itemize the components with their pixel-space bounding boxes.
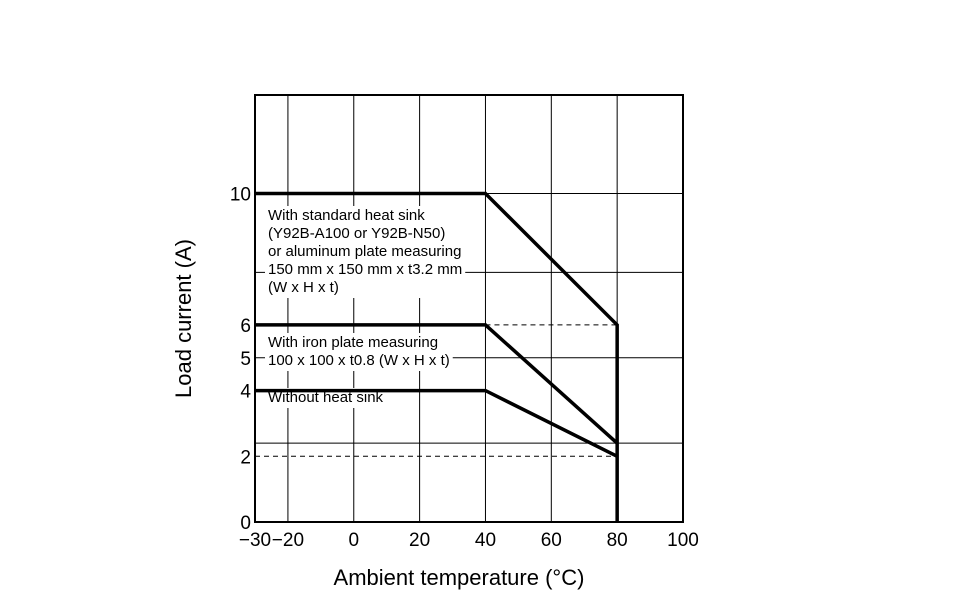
y-tick-labels: 0 2 4 5 6 10 bbox=[230, 185, 252, 534]
annotation-line: (Y92B-A100 or Y92B-N50) bbox=[268, 225, 445, 242]
x-tick-label: 20 bbox=[409, 530, 430, 551]
x-tick-label: 60 bbox=[541, 530, 562, 551]
x-tick-label: 40 bbox=[475, 530, 496, 551]
series-line-iron-plate bbox=[255, 323, 619, 445]
plot-frame bbox=[254, 94, 684, 523]
x-axis-label: Ambient temperature (°C) bbox=[334, 565, 585, 590]
x-tick-label: −30 bbox=[239, 530, 271, 551]
annotation-backing bbox=[265, 206, 466, 298]
series-line-without-heat-sink bbox=[255, 388, 618, 458]
x-tick-label: 0 bbox=[348, 530, 359, 551]
y-tick-label: 0 bbox=[240, 513, 251, 534]
y-tick-label: 5 bbox=[240, 349, 251, 370]
grid-lines bbox=[255, 95, 683, 522]
y-tick-label: 4 bbox=[240, 382, 251, 403]
reference-lines bbox=[255, 324, 618, 457]
x-tick-labels: −30 −20 0 20 40 60 80 100 bbox=[239, 530, 699, 551]
annotation-line: (W x H x t) bbox=[268, 279, 339, 296]
annotation-standard-heat-sink: With standard heat sink(Y92B-A100 or Y92… bbox=[265, 206, 466, 298]
annotation-line: 100 x 100 x t0.8 (W x H x t) bbox=[268, 352, 450, 369]
annotation-line: With standard heat sink bbox=[268, 207, 425, 224]
annotation-backing bbox=[265, 333, 453, 371]
annotation-backing bbox=[265, 388, 387, 408]
y-axis-label: Load current (A) bbox=[171, 239, 196, 398]
annotation-line: or aluminum plate measuring bbox=[268, 243, 461, 260]
x-tick-label: 80 bbox=[607, 530, 628, 551]
annotation-line: 150 mm x 150 mm x t3.2 mm bbox=[268, 261, 462, 278]
series-line-standard-heat-sink bbox=[255, 191, 619, 522]
curve-annotations: With standard heat sink(Y92B-A100 or Y92… bbox=[265, 206, 466, 408]
y-tick-label: 2 bbox=[240, 447, 251, 468]
annotation-line: Without heat sink bbox=[268, 389, 384, 406]
annotation-line: With iron plate measuring bbox=[268, 334, 438, 351]
x-tick-label: −20 bbox=[272, 530, 304, 551]
x-tick-label: 100 bbox=[667, 530, 699, 551]
y-tick-label: 10 bbox=[230, 185, 251, 206]
series-lines bbox=[255, 191, 619, 522]
annotation-without-heat-sink: Without heat sink bbox=[265, 388, 387, 408]
y-tick-label: 6 bbox=[240, 316, 251, 337]
